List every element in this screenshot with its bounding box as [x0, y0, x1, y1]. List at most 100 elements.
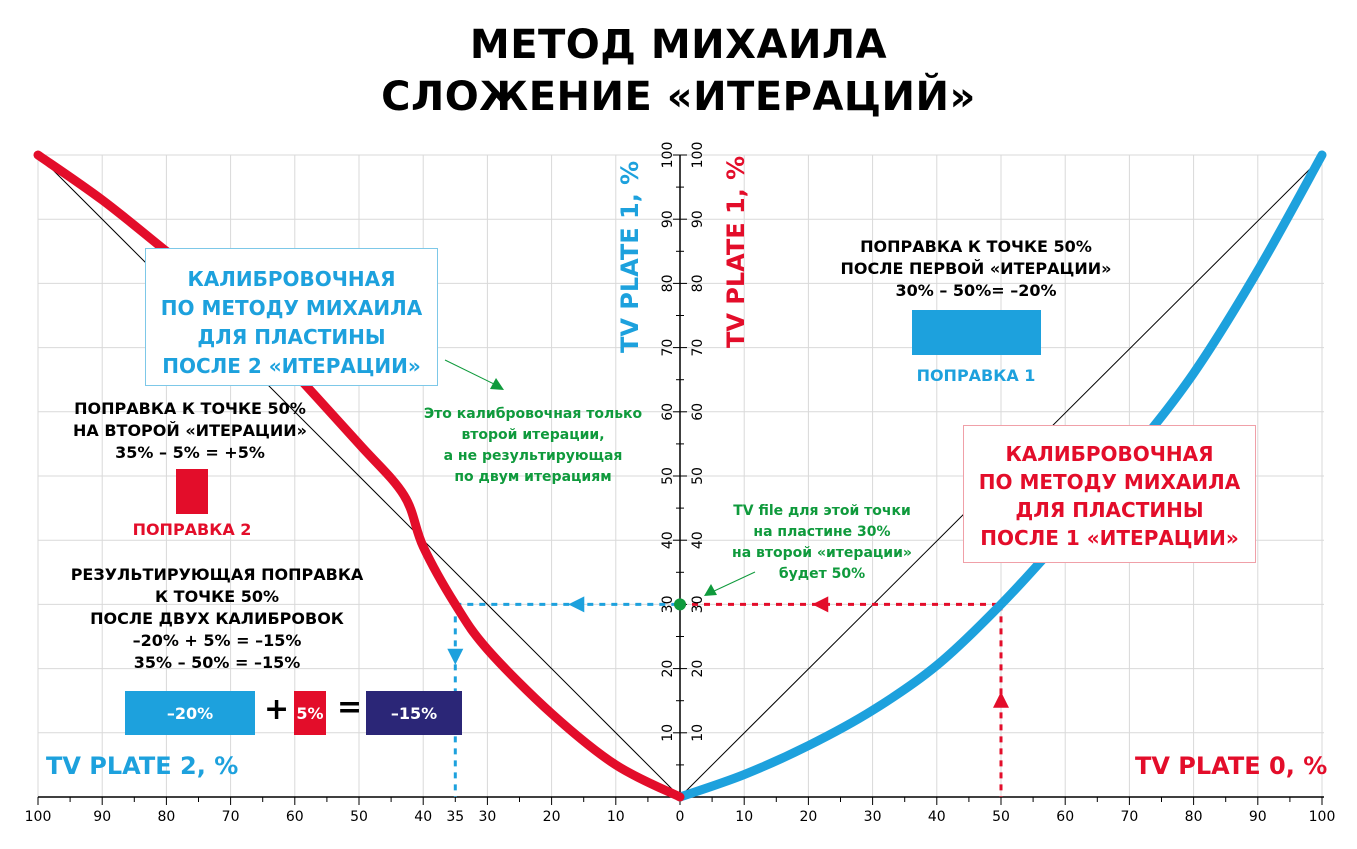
result-line: ПОСЛЕ ДВУХ КАЛИБРОВОК — [90, 609, 344, 628]
green-note-line: будет 50% — [778, 566, 866, 582]
x-tick-label: 100 — [25, 809, 52, 825]
green-note-line: второй итерации, — [461, 427, 605, 443]
y-tick-label: 20 — [660, 660, 676, 678]
arrow-red-up — [993, 691, 1009, 708]
blue-box-line: ПО МЕТОДУ МИХАИЛА — [160, 296, 423, 320]
y-tick-label: 90 — [690, 210, 706, 228]
equation-equals: = — [337, 690, 363, 725]
red-calibration-box: КАЛИБРОВОЧНАЯ ПО МЕТОДУ МИХАИЛА ДЛЯ ПЛАС… — [963, 425, 1256, 563]
x-tick-label: 60 — [1056, 809, 1074, 825]
y-tick-label: 30 — [660, 595, 676, 613]
green-note-line: Это калибровочная только — [423, 406, 643, 422]
red-box-line: КАЛИБРОВОЧНАЯ — [1005, 442, 1214, 466]
x-tick-label: 10 — [607, 809, 625, 825]
green-leader-2 — [711, 571, 756, 593]
blue-calibration-box: КАЛИБРОВОЧНАЯ ПО МЕТОДУ МИХАИЛА ДЛЯ ПЛАС… — [145, 248, 438, 386]
y-tick-label: 40 — [690, 531, 706, 549]
series-line-blue — [675, 150, 1327, 802]
x-tick-label: 90 — [93, 809, 111, 825]
page-title-line2: СЛОЖЕНИЕ «ИТЕРАЦИЙ» — [381, 74, 976, 120]
correction1-text: ПОПРАВКА К ТОЧКЕ 50% ПОСЛЕ ПЕРВОЙ «ИТЕРА… — [826, 236, 1126, 302]
red-box-line: ПОСЛЕ 1 «ИТЕРАЦИИ» — [980, 526, 1239, 550]
green-note-1: Это калибровочная только второй итерации… — [413, 404, 653, 488]
green-arrow-1 — [490, 378, 504, 390]
chart-tick-labels: 100 90 80 70 60 50 40 35 30 20 10 0 10 20 30 40 50 60 70 80… — [25, 142, 1336, 825]
equation-term-a: –20% — [125, 691, 255, 735]
x-tick-label: 20 — [799, 809, 817, 825]
equation-plus: + — [264, 692, 290, 727]
correction2-label: ПОПРАВКА 2 — [132, 520, 252, 539]
right-x-axis-label: TV PLATE 0, % — [1135, 752, 1328, 780]
y-tick-label: 80 — [660, 274, 676, 292]
equation-term-c: –15% — [366, 691, 462, 735]
correction2-text: ПОПРАВКА К ТОЧКЕ 50% НА ВТОРОЙ «ИТЕРАЦИИ… — [40, 398, 340, 464]
correction2-line: ПОПРАВКА К ТОЧКЕ 50% — [74, 399, 306, 418]
correction1-label: ПОПРАВКА 1 — [916, 366, 1036, 385]
green-note-line: по двум итерациям — [454, 469, 612, 485]
x-tick-label: 80 — [1185, 809, 1203, 825]
result-line: РЕЗУЛЬТИРУЮЩАЯ ПОПРАВКА — [70, 565, 364, 584]
y-tick-label: 20 — [690, 660, 706, 678]
reference-point — [674, 598, 686, 611]
x-tick-label: 80 — [157, 809, 175, 825]
correction2-swatch — [176, 469, 208, 514]
left-x-axis-label: TV PLATE 2, % — [46, 752, 239, 780]
x-tick-label: 10 — [735, 809, 753, 825]
arrow-blue-down — [447, 648, 464, 665]
correction1-line: ПОСЛЕ ПЕРВОЙ «ИТЕРАЦИИ» — [840, 259, 1112, 278]
x-tick-label: 40 — [414, 809, 432, 825]
green-note-line: а не результирующая — [443, 448, 623, 464]
x-tick-label: 0 — [676, 809, 685, 825]
y-tick-label: 40 — [660, 531, 676, 549]
x-tick-label: 30 — [864, 809, 882, 825]
correction1-swatch — [912, 310, 1041, 355]
blue-box-line: ДЛЯ ПЛАСТИНЫ — [197, 325, 386, 349]
x-tick-label: 50 — [992, 809, 1010, 825]
x-tick-label: 70 — [222, 809, 240, 825]
y-tick-label: 50 — [690, 467, 706, 485]
x-tick-label: 35 — [446, 809, 464, 825]
correction2-line: НА ВТОРОЙ «ИТЕРАЦИИ» — [73, 421, 307, 440]
green-note-line: TV file для этой точки — [733, 503, 911, 519]
green-note-2: TV file для этой точки на пластине 30% н… — [712, 501, 932, 585]
y-tick-label: 80 — [690, 274, 706, 292]
y-tick-label: 10 — [690, 724, 706, 742]
blue-box-line: ПОСЛЕ 2 «ИТЕРАЦИИ» — [162, 354, 421, 378]
y-tick-label: 100 — [660, 142, 676, 169]
x-tick-label: 40 — [928, 809, 946, 825]
green-leader-1 — [444, 359, 497, 386]
y-tick-label: 70 — [690, 339, 706, 357]
x-tick-label: 50 — [350, 809, 368, 825]
arrow-red-left — [812, 596, 829, 613]
x-tick-label: 100 — [1309, 809, 1336, 825]
x-tick-label: 30 — [478, 809, 496, 825]
y-tick-label: 50 — [660, 467, 676, 485]
result-line: –20% + 5% = –15% — [132, 631, 302, 650]
result-line: 35% – 50% = –15% — [133, 653, 301, 672]
blue-box-line: КАЛИБРОВОЧНАЯ — [187, 267, 396, 291]
chart-guides — [444, 359, 1009, 797]
correction1-line: ПОПРАВКА К ТОЧКЕ 50% — [860, 237, 1092, 256]
page-title-line1: МЕТОД МИХАИЛА — [469, 22, 888, 68]
red-box-line: ПО МЕТОДУ МИХАИЛА — [978, 470, 1241, 494]
correction1-line: 30% – 50%= –20% — [895, 281, 1057, 300]
y-tick-label: 70 — [660, 339, 676, 357]
red-box-line: ДЛЯ ПЛАСТИНЫ — [1015, 498, 1204, 522]
y-tick-label: 60 — [660, 403, 676, 421]
green-arrow-2 — [704, 584, 717, 596]
y-tick-label: 10 — [660, 724, 676, 742]
y-tick-label: 90 — [660, 210, 676, 228]
correction2-line: 35% – 5% = +5% — [115, 443, 265, 462]
y-tick-label: 100 — [690, 142, 706, 169]
arrow-blue-left — [568, 596, 585, 613]
green-note-line: на пластине 30% — [753, 524, 891, 540]
result-line: К ТОЧКЕ 50% — [155, 587, 279, 606]
equation-term-b: 5% — [294, 691, 326, 735]
x-tick-label: 60 — [286, 809, 304, 825]
x-tick-label: 90 — [1249, 809, 1267, 825]
x-tick-label: 20 — [543, 809, 561, 825]
y-tick-label: 30 — [690, 595, 706, 613]
result-text: РЕЗУЛЬТИРУЮЩАЯ ПОПРАВКА К ТОЧКЕ 50% ПОСЛ… — [58, 564, 376, 674]
y-tick-label: 60 — [690, 403, 706, 421]
